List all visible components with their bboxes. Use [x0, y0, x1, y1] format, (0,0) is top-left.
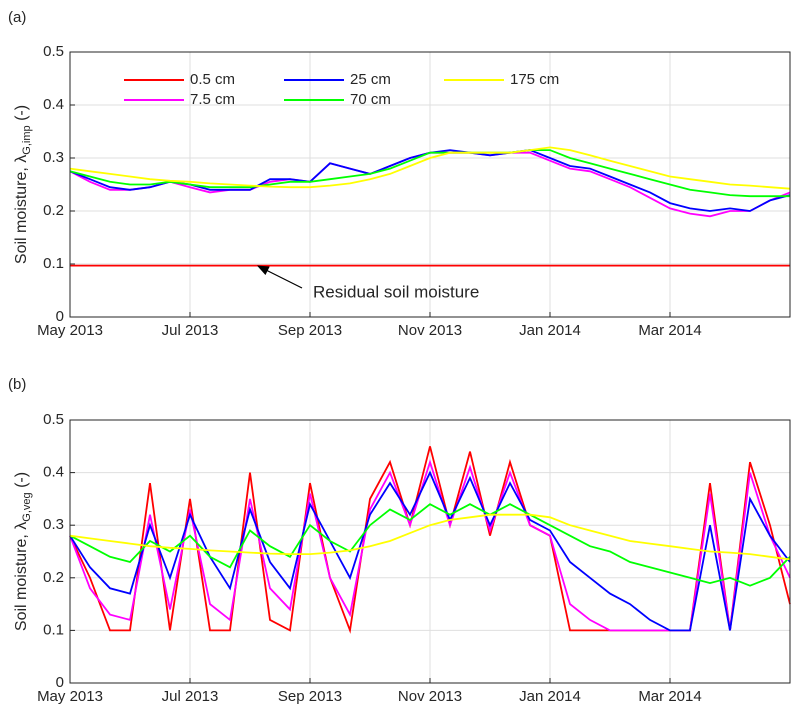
y-label-main: Soil moisture, λ	[13, 522, 30, 631]
y-tick-label: 0.4	[43, 96, 64, 113]
x-tick-label: Nov 2013	[398, 322, 462, 339]
x-tick-label: Jan 2014	[519, 322, 581, 339]
y-tick-label: 0.1	[43, 621, 64, 638]
y-tick-label: 0	[56, 674, 64, 691]
y-tick-label: 0.2	[43, 569, 64, 586]
y-tick-label: 0	[56, 308, 64, 325]
y-label-sub: G,veg	[21, 492, 33, 521]
x-tick-label: Jul 2013	[162, 322, 219, 339]
plot-frame	[69, 51, 791, 318]
y-tick-label: 0.3	[43, 149, 64, 166]
series-line	[69, 503, 791, 587]
legend-label: 0.5 cm	[190, 71, 235, 88]
y-axis-label: Soil moisture, λG,veg (-)	[13, 472, 33, 631]
y-tick-label: 0.1	[43, 255, 64, 272]
plot-frame	[69, 419, 791, 684]
panel-label: (a)	[8, 9, 26, 26]
x-tick-label: Nov 2013	[398, 688, 462, 705]
series-line	[69, 146, 791, 190]
legend-label: 70 cm	[350, 91, 391, 108]
series-line	[69, 513, 791, 561]
y-label-end: (-)	[13, 472, 30, 488]
x-tick-label: Mar 2014	[638, 688, 701, 705]
legend-label: 25 cm	[350, 71, 391, 88]
x-tick-label: Sep 2013	[278, 688, 342, 705]
y-label-main: Soil moisture, λ	[13, 155, 30, 264]
x-tick-label: Jan 2014	[519, 688, 581, 705]
legend-label: 7.5 cm	[190, 91, 235, 108]
x-tick-label: May 2013	[37, 688, 103, 705]
annotation-arrow	[256, 265, 303, 289]
series-line	[69, 470, 791, 632]
y-tick-label: 0.5	[43, 43, 64, 60]
y-tick-label: 0.5	[43, 411, 64, 428]
x-tick-label: Mar 2014	[638, 322, 701, 339]
y-label-sub: G,imp	[21, 125, 33, 154]
legend-label: 175 cm	[510, 71, 559, 88]
x-tick-label: Jul 2013	[162, 688, 219, 705]
x-tick-label: Sep 2013	[278, 322, 342, 339]
x-tick-label: May 2013	[37, 322, 103, 339]
panel-label: (b)	[8, 376, 26, 393]
y-axis-label: Soil moisture, λG,imp (-)	[13, 105, 33, 264]
y-tick-label: 0.4	[43, 464, 64, 481]
y-tick-label: 0.2	[43, 202, 64, 219]
annotation: Residual soil moisture	[313, 282, 479, 301]
series-line	[69, 149, 790, 198]
y-label-end: (-)	[13, 105, 30, 121]
y-tick-label: 0.3	[43, 516, 64, 533]
